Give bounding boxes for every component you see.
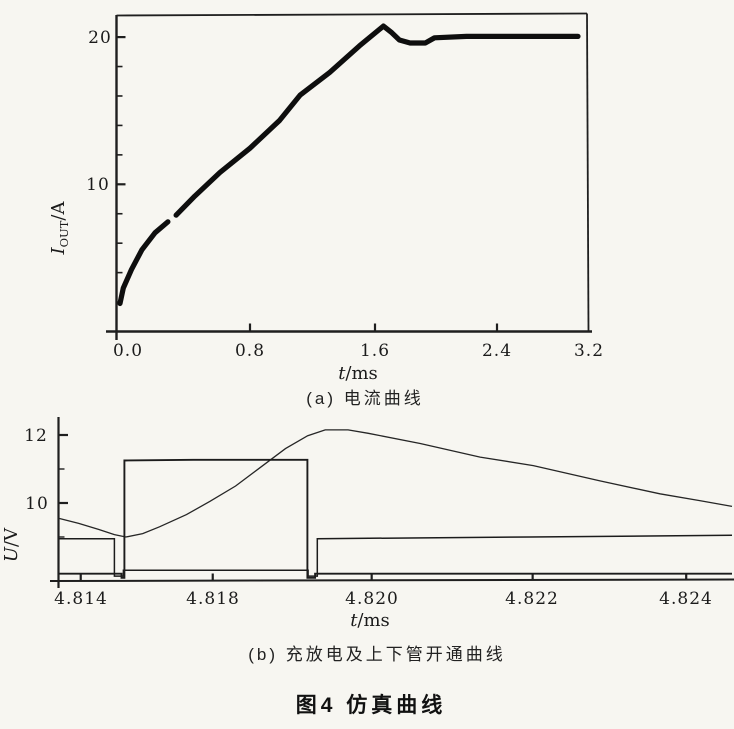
chart-b-x-tick-label: 4.824 xyxy=(659,589,713,609)
chart-b-x-tick-label: 4.814 xyxy=(54,589,108,609)
chart-a-right-border xyxy=(586,13,590,332)
chart-b-gate-curves: 12 10 4.814 4.818 4.820 4.822 4.824 t/ms… xyxy=(1,417,734,664)
chart-b-x-axis-title: t/ms xyxy=(350,610,390,631)
chart-b-x-axis xyxy=(49,578,734,582)
chart-a-x-tick-label: 3.2 xyxy=(574,341,604,361)
chart-b-tick-marks xyxy=(58,433,688,581)
chart-b-x-tick-label: 4.822 xyxy=(505,589,559,609)
chart-b-y-tick-label-10: 10 xyxy=(25,494,49,514)
series-output-current xyxy=(173,23,581,218)
series-upper-switch-gate-voltage xyxy=(58,534,733,577)
chart-a-y-axis-title: IOUT/A xyxy=(48,201,71,256)
chart-b-x-tick-label: 4.818 xyxy=(186,589,240,609)
figure-title: 图4 仿真曲线 xyxy=(296,693,447,717)
chart-a-axes xyxy=(106,12,592,340)
chart-b-x-tick-label: 4.820 xyxy=(345,589,399,609)
series-output-current xyxy=(117,219,171,307)
chart-a-x-axis-title: t/ms xyxy=(338,363,378,384)
chart-a-x-tick-label: 0.0 xyxy=(113,341,143,361)
chart-a-x-tick-label: 1.6 xyxy=(360,341,390,361)
chart-a-top-border xyxy=(116,12,588,17)
chart-a-current-curve: 20 10 0.0 0.8 1.6 2.4 3.2 t/ms IOUT/A (a… xyxy=(48,12,604,408)
chart-a-y-tick-label-10: 10 xyxy=(86,175,110,195)
chart-b-series xyxy=(58,429,733,579)
chart-a-tick-marks xyxy=(116,35,499,332)
chart-b-axes xyxy=(49,417,734,588)
chart-a-y-tick-label-20: 20 xyxy=(88,28,112,48)
chart-b-y-axis-title: U/V xyxy=(1,527,22,562)
chart-a-x-tick-label: 0.8 xyxy=(235,341,265,361)
chart-a-caption: (a) 电流曲线 xyxy=(306,389,424,408)
chart-a-x-tick-label: 2.4 xyxy=(482,341,512,361)
series-lower-switch-gate-voltage xyxy=(58,458,732,579)
chart-b-y-tick-label-12: 12 xyxy=(24,426,48,446)
series-capacitor-charge-discharge-voltage xyxy=(58,429,733,538)
chart-a-series xyxy=(117,23,581,307)
chart-b-caption: (b) 充放电及上下管开通曲线 xyxy=(248,645,506,664)
